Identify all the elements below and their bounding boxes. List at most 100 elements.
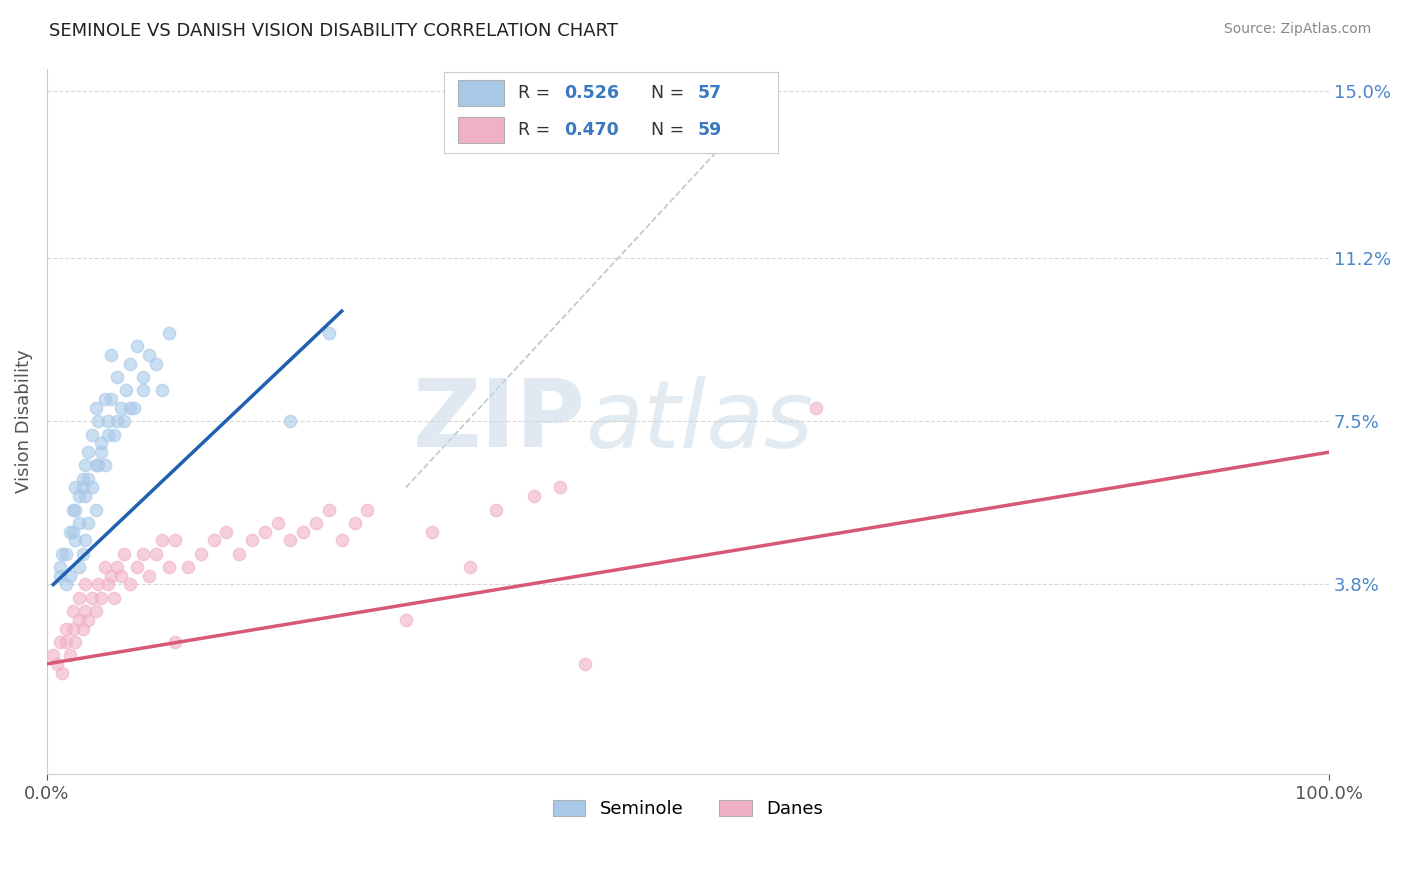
Point: [87, 458, 110, 473]
Point: [90, 436, 112, 450]
Legend: Seminole, Danes: Seminole, Danes: [546, 792, 831, 825]
Point: [93, 458, 115, 473]
Point: [77, 472, 100, 486]
Point: [115, 384, 138, 398]
Point: [190, 547, 212, 561]
Point: [280, 533, 302, 548]
Point: [93, 559, 115, 574]
Point: [67, 613, 90, 627]
Point: [157, 559, 180, 574]
Point: [84, 401, 107, 416]
Point: [72, 480, 94, 494]
Point: [90, 591, 112, 605]
Point: [177, 559, 200, 574]
Point: [55, 547, 77, 561]
Point: [80, 427, 103, 442]
Point: [67, 559, 90, 574]
Point: [125, 559, 148, 574]
Point: [84, 502, 107, 516]
Point: [103, 427, 125, 442]
Point: [63, 480, 86, 494]
Point: [72, 472, 94, 486]
Point: [63, 533, 86, 548]
Point: [93, 392, 115, 407]
Point: [574, 657, 596, 671]
Point: [305, 516, 328, 530]
Point: [343, 516, 366, 530]
Point: [46, 657, 69, 671]
Point: [63, 635, 86, 649]
Point: [120, 401, 142, 416]
Point: [330, 533, 353, 548]
Point: [62, 524, 84, 539]
Point: [84, 604, 107, 618]
Point: [75, 604, 97, 618]
Point: [55, 635, 77, 649]
Point: [42, 648, 65, 662]
Point: [62, 622, 84, 636]
Point: [77, 445, 100, 459]
Point: [48, 559, 70, 574]
Text: atlas: atlas: [585, 376, 814, 467]
Point: [97, 414, 120, 428]
Point: [215, 524, 238, 539]
Point: [55, 622, 77, 636]
Point: [75, 458, 97, 473]
Text: Source: ZipAtlas.com: Source: ZipAtlas.com: [1223, 22, 1371, 37]
Point: [48, 568, 70, 582]
Point: [240, 533, 263, 548]
Point: [75, 577, 97, 591]
Point: [62, 604, 84, 618]
Point: [292, 524, 315, 539]
Point: [51, 665, 73, 680]
Point: [51, 547, 73, 561]
Point: [107, 414, 129, 428]
Point: [97, 577, 120, 591]
Point: [145, 547, 167, 561]
Point: [150, 533, 173, 548]
Point: [112, 414, 135, 428]
Point: [62, 502, 84, 516]
Point: [395, 613, 418, 627]
Point: [132, 370, 155, 384]
Point: [202, 533, 225, 548]
Point: [165, 533, 187, 548]
Point: [253, 524, 276, 539]
Point: [132, 547, 155, 561]
Point: [72, 622, 94, 636]
Point: [150, 384, 173, 398]
Point: [100, 348, 122, 362]
Text: SEMINOLE VS DANISH VISION DISABILITY CORRELATION CHART: SEMINOLE VS DANISH VISION DISABILITY COR…: [49, 22, 619, 40]
Point: [548, 480, 571, 494]
Point: [280, 414, 302, 428]
Point: [145, 357, 167, 371]
Point: [318, 326, 340, 340]
Point: [110, 568, 132, 582]
Point: [112, 547, 135, 561]
Point: [63, 502, 86, 516]
Point: [120, 357, 142, 371]
Point: [67, 489, 90, 503]
Point: [59, 648, 82, 662]
Point: [87, 414, 110, 428]
Text: ZIP: ZIP: [412, 376, 585, 467]
Point: [138, 568, 160, 582]
Point: [356, 502, 378, 516]
Point: [75, 533, 97, 548]
Point: [110, 401, 132, 416]
Point: [120, 577, 142, 591]
Point: [84, 458, 107, 473]
Point: [100, 392, 122, 407]
Point: [100, 568, 122, 582]
Point: [318, 502, 340, 516]
Point: [458, 559, 481, 574]
Point: [72, 547, 94, 561]
Point: [75, 489, 97, 503]
Point: [485, 502, 508, 516]
Point: [59, 524, 82, 539]
Point: [59, 568, 82, 582]
Point: [228, 547, 250, 561]
Point: [122, 401, 145, 416]
Point: [55, 577, 77, 591]
Point: [67, 591, 90, 605]
